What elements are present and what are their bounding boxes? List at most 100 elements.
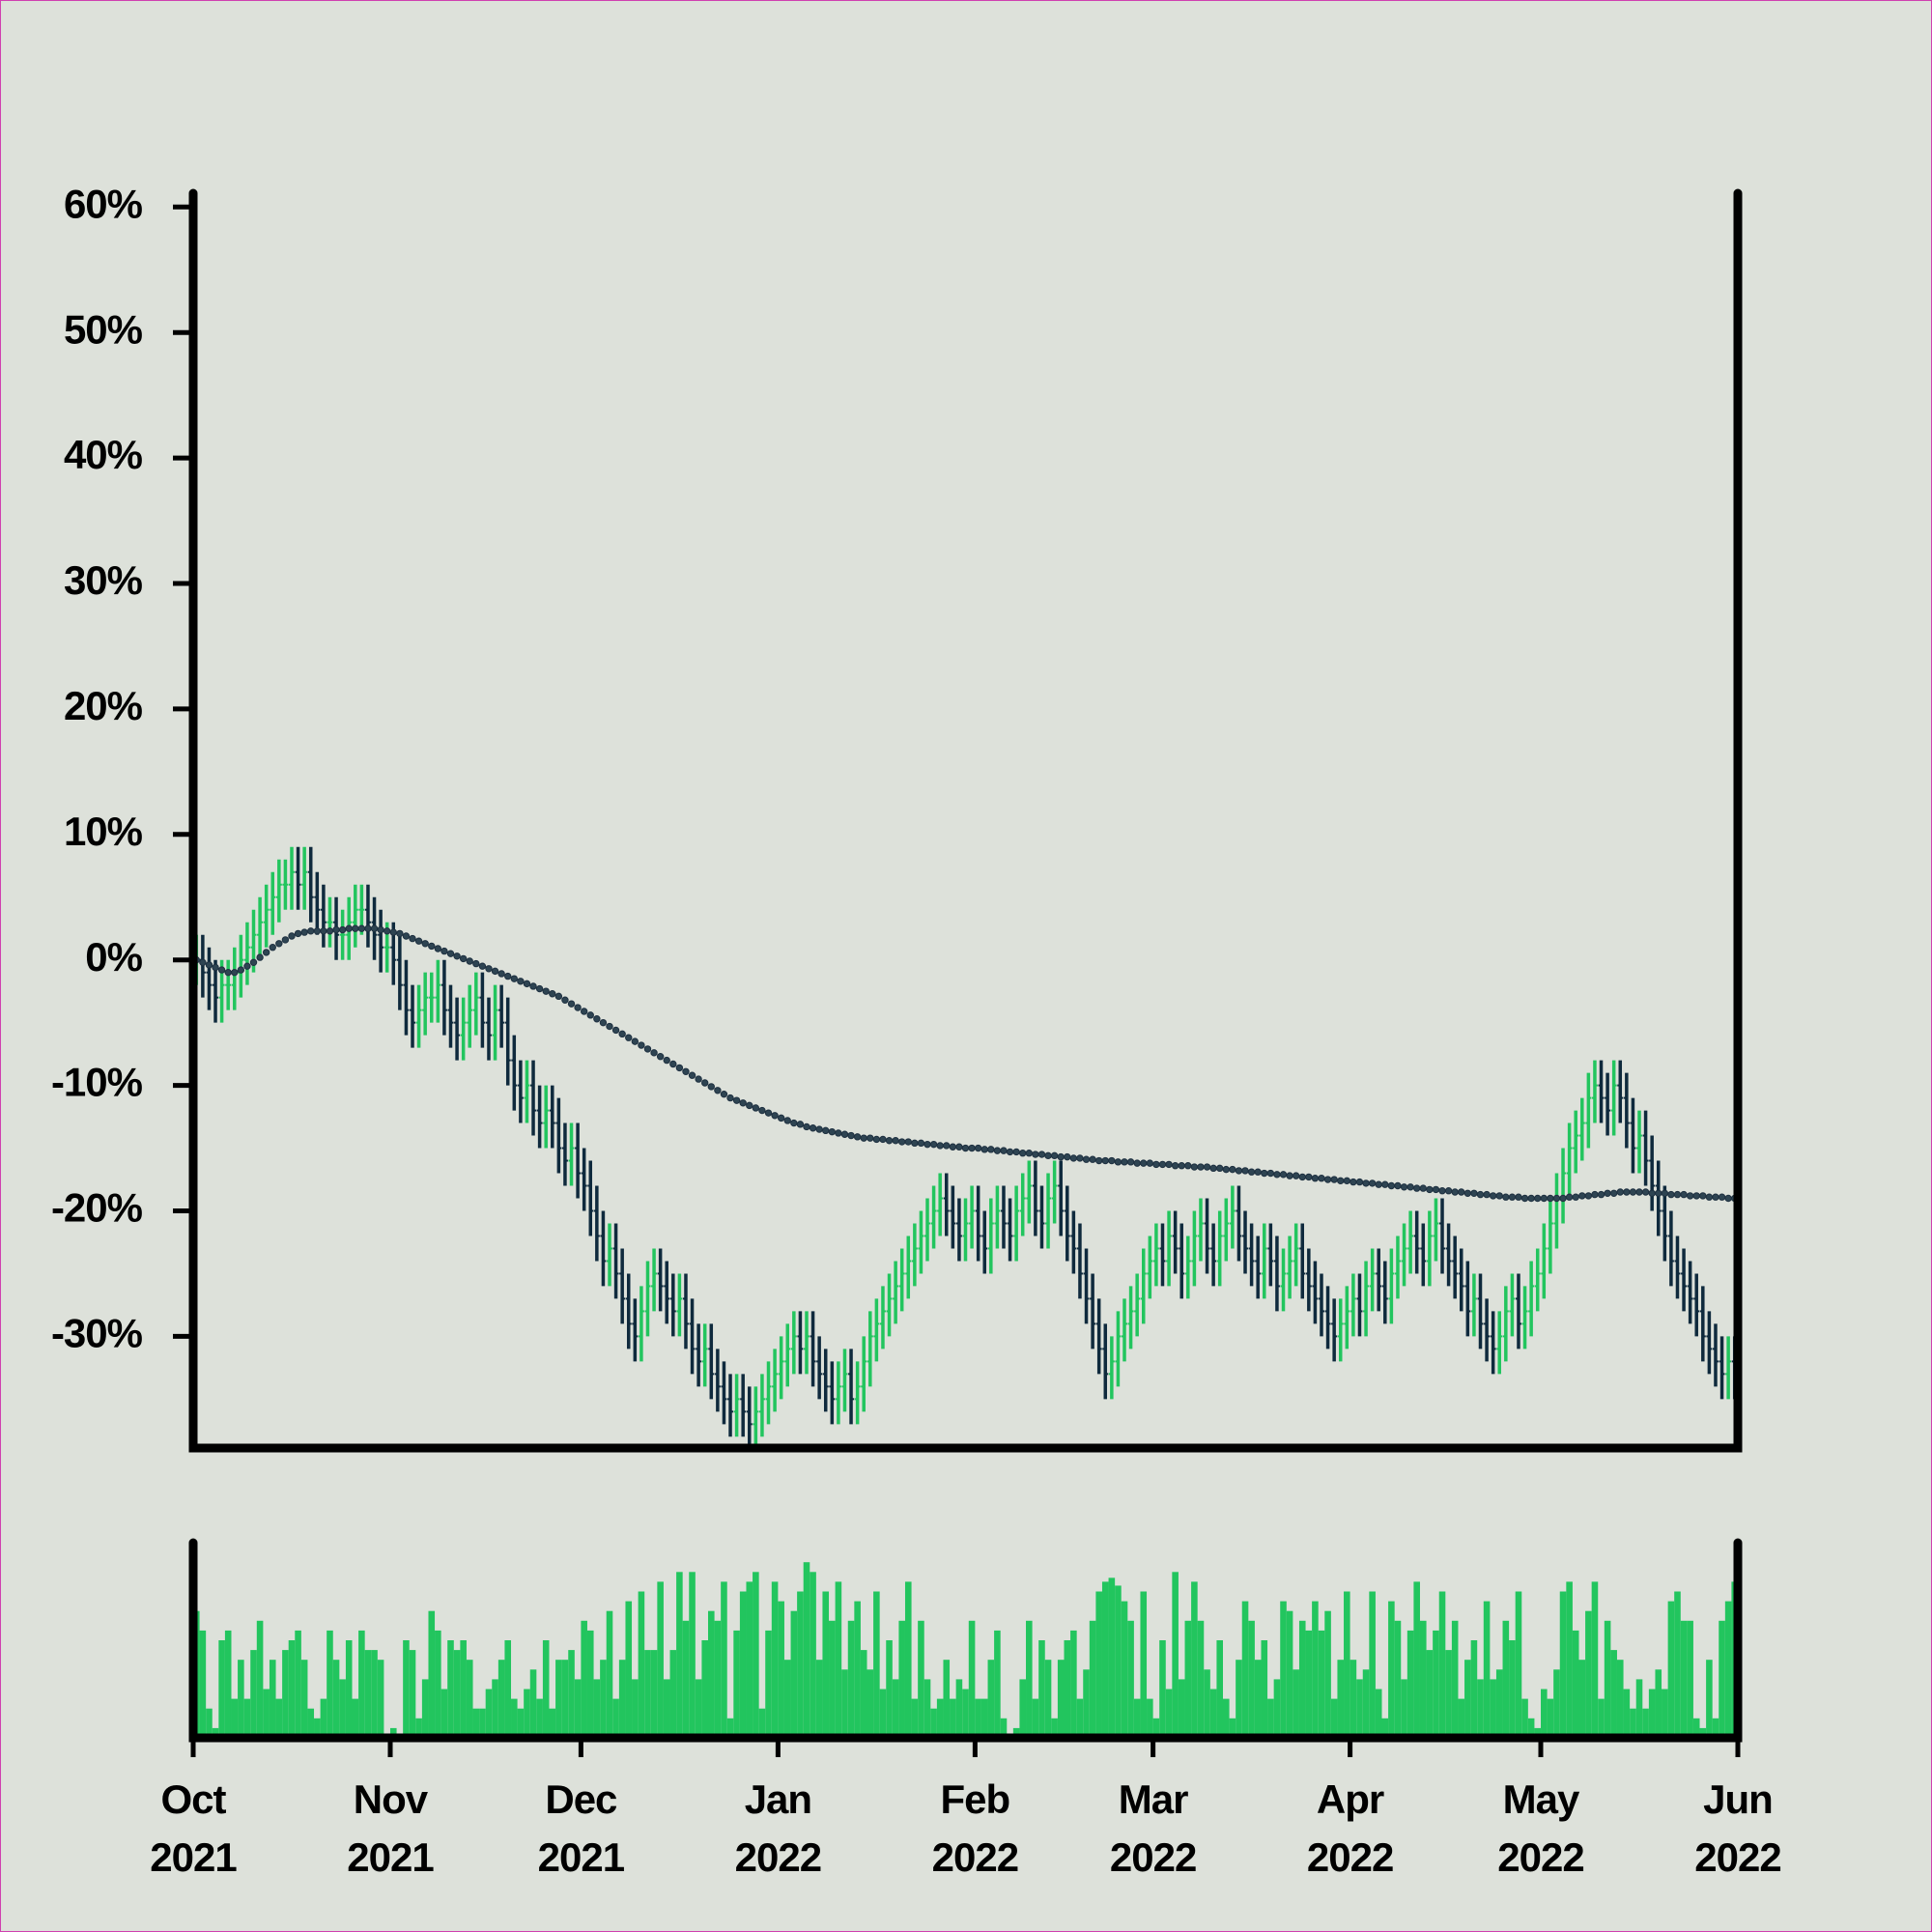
volume-bar [320, 1698, 327, 1738]
ma-dot [1680, 1190, 1688, 1199]
volume-bar [1585, 1610, 1592, 1738]
y-tick-label: 40% [64, 432, 143, 477]
ma-dot [338, 925, 347, 934]
ma-dot [974, 1144, 982, 1152]
volume-bar [568, 1650, 575, 1738]
volume-bar [879, 1689, 887, 1738]
ma-dot [294, 929, 302, 938]
ma-dot [1591, 1190, 1599, 1199]
volume-bar [1724, 1601, 1732, 1738]
ma-dot [1146, 1159, 1154, 1167]
ma-dot [300, 928, 308, 936]
ma-dot [313, 927, 322, 935]
volume-bar [873, 1591, 880, 1738]
volume-bar [790, 1610, 798, 1738]
ma-dot [1032, 1151, 1039, 1158]
volume-bar [600, 1660, 607, 1738]
volume-bar [1547, 1698, 1554, 1738]
ma-dot [968, 1144, 976, 1152]
volume-bar [472, 1708, 480, 1738]
ma-dot [1044, 1151, 1052, 1160]
ma-dot [1273, 1171, 1281, 1179]
ma-dot [720, 1090, 728, 1098]
ma-dot [1426, 1185, 1434, 1194]
volume-bar [314, 1718, 321, 1738]
ma-dot [606, 1022, 613, 1031]
ma-dot [1094, 1156, 1103, 1165]
ma-dot [1623, 1188, 1631, 1196]
ma-dot [554, 992, 563, 1001]
ma-dot [275, 940, 283, 948]
volume-bar [1445, 1650, 1452, 1738]
ma-dot [307, 927, 315, 935]
volume-bar [810, 1572, 816, 1738]
ma-dot [1381, 1180, 1389, 1188]
volume-bar [980, 1698, 988, 1738]
volume-bar [1578, 1660, 1586, 1738]
ma-dot [1330, 1176, 1338, 1183]
ma-dot [828, 1127, 837, 1136]
ma-dot [1578, 1192, 1586, 1200]
volume-bar [930, 1708, 937, 1738]
volume-bar [1229, 1718, 1236, 1738]
volume-bar [1038, 1640, 1045, 1738]
ma-dot [1699, 1192, 1707, 1200]
ma-dot [1064, 1152, 1071, 1161]
ma-dot [1165, 1160, 1173, 1169]
volume-bar [1687, 1620, 1693, 1738]
ma-dot [414, 937, 423, 945]
x-tick-label-line: Feb [941, 1776, 1010, 1822]
volume-bar [1655, 1669, 1662, 1738]
x-tick-label-line: Nov [354, 1776, 429, 1822]
x-tick-label-line: May [1503, 1776, 1580, 1822]
ma-dot [1718, 1193, 1726, 1201]
volume-bar [1362, 1669, 1370, 1738]
volume-bar [364, 1650, 372, 1738]
volume-bar [950, 1698, 956, 1738]
ma-dot [796, 1121, 805, 1128]
volume-bar [1483, 1601, 1491, 1738]
price-axes [188, 188, 1743, 1453]
volume-bar [428, 1610, 436, 1738]
volume-bar [1630, 1708, 1636, 1738]
x-tick-label-line: Apr [1317, 1776, 1384, 1822]
ma-dot [1050, 1151, 1059, 1160]
volume-bar [238, 1660, 244, 1738]
volume-bar [447, 1640, 454, 1738]
ma-dot [586, 1011, 594, 1019]
x-tick-label-line: 2021 [347, 1834, 434, 1880]
ma-dot [695, 1075, 702, 1083]
ma-dot [1076, 1154, 1084, 1162]
ma-dot [1350, 1178, 1357, 1186]
volume-bar [739, 1591, 747, 1738]
volume-bar [1419, 1620, 1427, 1738]
ma-dot [249, 958, 258, 966]
volume-bar [1413, 1581, 1420, 1738]
volume-bar [1616, 1660, 1624, 1738]
volume-bar [435, 1630, 441, 1738]
volume-bar [1019, 1679, 1027, 1738]
volume-bar [975, 1698, 981, 1738]
ma-dot [1394, 1181, 1402, 1190]
ma-dot [1190, 1163, 1199, 1171]
ma-dot [1025, 1150, 1034, 1157]
volume-bar [943, 1660, 951, 1738]
volume-bar [1273, 1679, 1281, 1738]
volume-bar [867, 1669, 874, 1738]
ma-dot [904, 1138, 912, 1146]
volume-bar [1451, 1620, 1459, 1738]
ma-dot [535, 984, 544, 993]
volume-bar [1165, 1689, 1173, 1738]
volume-bar [1610, 1650, 1617, 1738]
x-tick-label-line: 2022 [1497, 1834, 1583, 1880]
ma-dot [231, 968, 239, 977]
ma-dot [1438, 1187, 1446, 1195]
ma-dot [1463, 1189, 1472, 1198]
volume-bar [708, 1610, 715, 1738]
volume-bar [295, 1630, 301, 1738]
volume-bar [453, 1650, 461, 1738]
ma-dot [1712, 1193, 1719, 1201]
ma-dot [593, 1015, 601, 1023]
volume-bar [440, 1689, 448, 1738]
ma-dot [1552, 1194, 1561, 1203]
